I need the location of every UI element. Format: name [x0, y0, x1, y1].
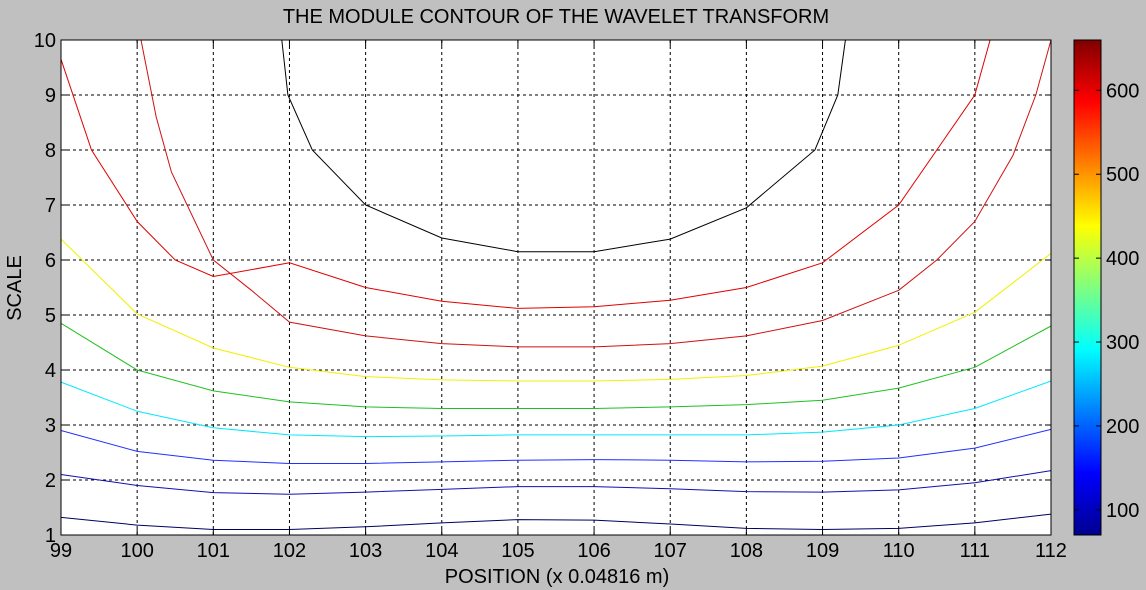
- x-tick-label: 109: [806, 540, 839, 562]
- x-tick-label: 104: [425, 540, 458, 562]
- x-tick-label: 106: [577, 540, 610, 562]
- colorbar-tick-label: 100: [1106, 500, 1139, 522]
- plot-area: [60, 39, 1052, 536]
- colorbar-tick-label: 600: [1106, 80, 1139, 102]
- y-tick-label: 2: [45, 470, 56, 492]
- x-axis-label: POSITION (x 0.04816 m): [445, 566, 670, 588]
- y-tick-label: 7: [45, 195, 56, 217]
- y-tick-label: 6: [45, 250, 56, 272]
- y-tick-label: 9: [45, 85, 56, 107]
- colorbar-tick-label: 400: [1106, 248, 1139, 270]
- contour-line: [281, 39, 846, 253]
- x-tick-label: 111: [960, 540, 990, 562]
- x-tick-label: 102: [273, 540, 306, 562]
- x-axis-ticks: 99 100 101 102 103 104 105 106 107 108 109 110 111 11…: [50, 40, 1067, 562]
- contour-line: [60, 428, 1052, 464]
- y-tick-label: 3: [45, 415, 56, 437]
- y-tick-label: 4: [45, 360, 56, 382]
- contour-line: [60, 380, 1052, 438]
- plot-frame: [60, 39, 1052, 536]
- x-tick-label: 103: [349, 540, 382, 562]
- contour-line: [60, 322, 1052, 409]
- contour-line: [140, 39, 1052, 348]
- y-tick-label: 8: [45, 140, 56, 162]
- colorbar-ticks: 100 200 300 400 500 600: [1074, 80, 1139, 522]
- x-tick-label: 101: [197, 540, 230, 562]
- x-tick-label: 112: [1035, 540, 1067, 562]
- y-axis-label: SCALE: [4, 255, 26, 321]
- y-axis-ticks: 1 2 3 4 5 6 7 8 9 10: [34, 30, 1051, 547]
- x-tick-label: 107: [654, 540, 687, 562]
- contour-lines: [60, 39, 1052, 531]
- x-tick-label: 105: [501, 540, 534, 562]
- colorbar-tick-label: 200: [1106, 416, 1139, 438]
- colorbar: [1073, 39, 1102, 536]
- contour-line: [60, 470, 1052, 495]
- x-tick-label: 99: [50, 540, 72, 562]
- y-tick-label: 1: [45, 525, 56, 547]
- x-tick-label: 108: [730, 540, 763, 562]
- x-tick-label: 100: [120, 540, 153, 562]
- y-tick-label: 10: [34, 30, 56, 52]
- x-tick-label: 110: [883, 540, 915, 562]
- colorbar-tick-label: 500: [1106, 164, 1139, 186]
- contour-line: [60, 513, 1052, 531]
- contour-line: [60, 238, 1052, 382]
- y-tick-label: 5: [45, 305, 56, 327]
- chart-title: THE MODULE CONTOUR OF THE WAVELET TRANSF…: [283, 6, 829, 28]
- colorbar-tick-label: 300: [1106, 332, 1139, 354]
- contour-line: [60, 39, 991, 309]
